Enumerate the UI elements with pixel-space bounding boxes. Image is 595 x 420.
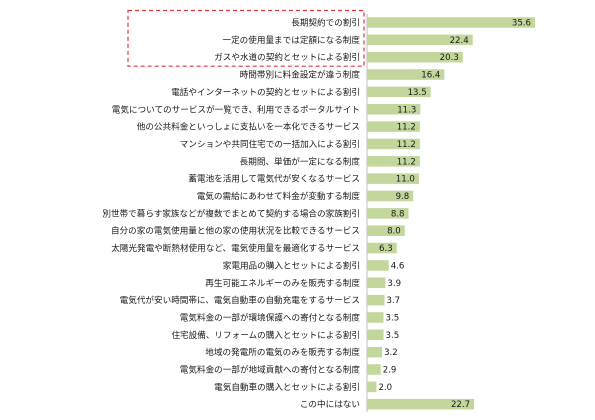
data-label: 13.5 [408, 88, 427, 98]
data-label: 11.2 [397, 123, 416, 133]
bar [367, 208, 409, 219]
category-label: この中にはない [300, 398, 360, 410]
category-label: 電気料金の一部が環境保護への寄付となる制度 [180, 311, 361, 323]
bar [367, 260, 389, 271]
bar [367, 225, 405, 236]
bar [367, 242, 397, 254]
category-label: 家電用品の購入とセットによる割引 [223, 259, 360, 271]
bar [367, 156, 420, 167]
data-label: 3.5 [386, 313, 400, 323]
bar [367, 104, 421, 115]
data-label: 22.4 [450, 36, 469, 46]
data-label: 11.2 [397, 140, 416, 150]
category-label: 再生可能エネルギーのみを販売する制度 [205, 277, 360, 289]
category-label: 地域の発電所の電気のみを販売する制度 [205, 346, 360, 358]
category-label: 住宅設備、リフォームの購入とセットによる割引 [171, 329, 360, 341]
bar [367, 17, 535, 28]
bar [367, 312, 384, 323]
category-label: 一定の使用量までは定額になる制度 [222, 34, 360, 46]
bar [367, 294, 385, 306]
data-label: 9.8 [396, 192, 410, 202]
category-label: マンションや共同住宅での一括加入による割引 [180, 138, 360, 150]
data-label: 8.0 [387, 227, 401, 237]
data-label: 6.3 [379, 244, 393, 254]
data-label: 35.6 [512, 19, 531, 29]
bar [367, 121, 420, 132]
data-label: 3.7 [386, 296, 400, 306]
category-label: 電気代が安い時間帯に、電気自動車の自動充電をするサービス [120, 294, 360, 306]
bar [367, 190, 414, 202]
bar [367, 277, 386, 288]
bar [367, 364, 381, 375]
category-label: 電気の需給にあわせて料金が変動する制度 [197, 190, 361, 202]
bar [367, 346, 383, 358]
category-label: 電気についてのサービスが一覧でき、利用できるポータルサイト [112, 103, 360, 115]
bar [367, 398, 475, 410]
data-label: 11.3 [397, 105, 416, 115]
data-label: 3.5 [386, 331, 400, 341]
category-label: 自分の家の電気使用量と他の家の使用状況を比較できるサービス [111, 225, 360, 237]
data-label: 11.2 [397, 157, 416, 167]
bar [367, 69, 445, 80]
data-label: 8.8 [391, 209, 405, 219]
data-label: 3.2 [384, 348, 398, 358]
data-label: 11.0 [396, 175, 415, 185]
data-label: 4.6 [391, 261, 405, 271]
category-label: ガスや水道の契約とセットによる割引 [214, 51, 360, 63]
highlight-box [127, 9, 365, 67]
data-label: 16.4 [421, 71, 440, 81]
bar [367, 381, 377, 393]
bar [367, 173, 419, 184]
category-label: 太陽光発電や断熱材使用など、電気使用量を最適化するサービス [111, 242, 360, 254]
category-label: 他の公共料金といっしょに支払いを一本化できるサービス [137, 121, 360, 133]
category-label: 長期間、単価が一定になる制度 [240, 155, 361, 167]
category-label: 時間帯別に料金設定が違う制度 [240, 69, 361, 81]
bar [367, 329, 384, 341]
data-label: 3.9 [387, 279, 401, 289]
bar [367, 51, 463, 63]
category-label: 電気料金の一部が地域貢献への寄付となる制度 [180, 364, 361, 376]
bar [367, 34, 473, 46]
data-label: 2.9 [383, 366, 397, 376]
category-label: 電気自動車の購入とセットによる割引 [214, 381, 360, 393]
category-label: 電話やインターネットの契約とセットによる割引 [171, 86, 360, 98]
data-label: 2.0 [378, 383, 392, 393]
category-label: 蓄電池を活用して電気代が安くなるサービス [188, 173, 360, 185]
bar [367, 86, 431, 98]
data-label: 22.7 [451, 400, 470, 410]
bar [367, 138, 420, 150]
category-label: 別世帯で暮らす家族などが複数でまとめて契約する場合の家族割引 [102, 207, 360, 219]
data-label: 20.3 [440, 53, 459, 63]
category-label: 長期契約での割引 [291, 17, 360, 29]
